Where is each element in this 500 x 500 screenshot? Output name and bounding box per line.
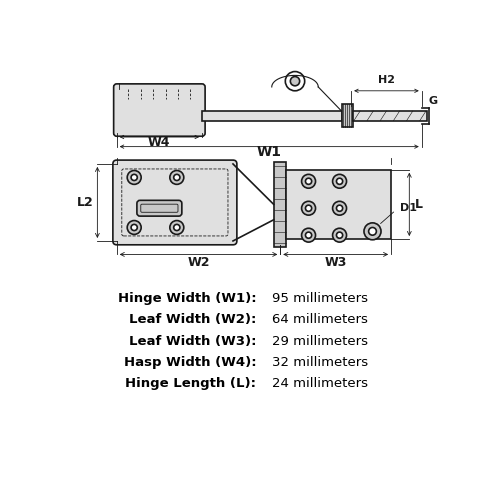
Text: W2: W2: [188, 256, 210, 268]
Circle shape: [302, 174, 316, 188]
Circle shape: [127, 220, 141, 234]
Circle shape: [286, 72, 304, 91]
Circle shape: [290, 76, 300, 86]
Text: G: G: [429, 96, 438, 106]
Circle shape: [174, 224, 180, 230]
Text: D1: D1: [400, 203, 416, 213]
Text: L2: L2: [78, 196, 94, 209]
Circle shape: [332, 202, 346, 215]
Circle shape: [131, 174, 138, 180]
Circle shape: [127, 170, 141, 184]
Circle shape: [336, 232, 342, 238]
Text: W1: W1: [256, 146, 281, 160]
Bar: [342, 104, 353, 128]
Circle shape: [364, 223, 381, 240]
Text: L: L: [415, 198, 423, 211]
Circle shape: [174, 174, 180, 180]
Circle shape: [306, 205, 312, 212]
FancyBboxPatch shape: [113, 160, 237, 245]
Bar: [353, 111, 427, 120]
Text: H2: H2: [378, 75, 395, 85]
Circle shape: [332, 174, 346, 188]
Circle shape: [306, 232, 312, 238]
Bar: [274, 162, 286, 246]
Circle shape: [302, 228, 316, 242]
Text: Leaf Width (W3):: Leaf Width (W3):: [129, 334, 256, 347]
Circle shape: [170, 220, 184, 234]
FancyBboxPatch shape: [137, 200, 182, 216]
Text: Leaf Width (W2):: Leaf Width (W2):: [129, 314, 256, 326]
Text: W4: W4: [148, 136, 171, 149]
Circle shape: [336, 178, 342, 184]
Circle shape: [306, 178, 312, 184]
Text: 95 millimeters: 95 millimeters: [272, 292, 368, 305]
Circle shape: [368, 228, 376, 235]
FancyBboxPatch shape: [114, 84, 205, 136]
Circle shape: [170, 170, 184, 184]
Text: Hinge Width (W1):: Hinge Width (W1):: [118, 292, 256, 305]
Text: 29 millimeters: 29 millimeters: [272, 334, 368, 347]
Circle shape: [332, 228, 346, 242]
Circle shape: [302, 202, 316, 215]
Text: 32 millimeters: 32 millimeters: [272, 356, 368, 368]
Bar: [202, 111, 342, 120]
Text: W3: W3: [324, 256, 347, 268]
Bar: [286, 170, 391, 239]
Circle shape: [131, 224, 138, 230]
Circle shape: [336, 205, 342, 212]
Text: 24 millimeters: 24 millimeters: [272, 377, 368, 390]
Text: Hinge Length (L):: Hinge Length (L):: [125, 377, 256, 390]
Text: Hasp Width (W4):: Hasp Width (W4):: [124, 356, 256, 368]
Text: 64 millimeters: 64 millimeters: [272, 314, 368, 326]
